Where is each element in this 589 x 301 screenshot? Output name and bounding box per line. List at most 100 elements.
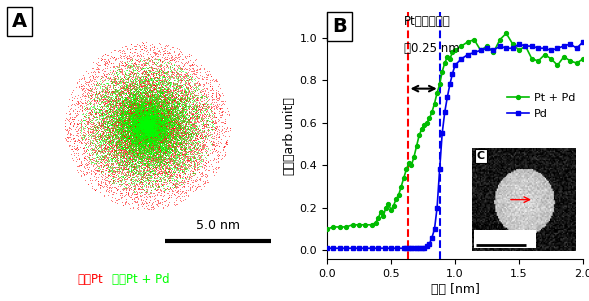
Point bbox=[145, 185, 154, 190]
Point bbox=[147, 127, 157, 132]
Point bbox=[124, 124, 134, 129]
Point bbox=[161, 89, 170, 94]
Point bbox=[150, 104, 160, 109]
Point bbox=[196, 132, 206, 137]
Point bbox=[150, 122, 160, 127]
Point bbox=[142, 119, 151, 123]
Point bbox=[204, 123, 213, 127]
Point bbox=[136, 124, 145, 129]
Point bbox=[147, 118, 157, 123]
Point bbox=[142, 123, 151, 128]
Point bbox=[115, 108, 125, 113]
Point bbox=[190, 71, 199, 76]
Point bbox=[118, 117, 127, 122]
Point bbox=[165, 154, 174, 159]
Point bbox=[124, 160, 134, 165]
Point bbox=[126, 84, 135, 89]
Point bbox=[147, 103, 157, 108]
Point bbox=[106, 137, 115, 142]
Point bbox=[80, 111, 90, 116]
Point bbox=[161, 121, 171, 126]
Point bbox=[168, 144, 177, 149]
Point bbox=[173, 85, 183, 90]
Point bbox=[127, 162, 137, 166]
Point bbox=[100, 156, 109, 160]
Point bbox=[184, 116, 193, 121]
Point bbox=[141, 155, 150, 160]
Point bbox=[126, 164, 135, 169]
Point bbox=[151, 102, 160, 107]
Point bbox=[173, 82, 182, 86]
Point bbox=[153, 151, 163, 156]
Point bbox=[141, 121, 151, 126]
Point bbox=[148, 121, 157, 126]
Point bbox=[102, 183, 112, 188]
Point bbox=[169, 104, 178, 109]
Point bbox=[176, 78, 186, 83]
Point bbox=[118, 72, 128, 76]
Point bbox=[155, 88, 165, 93]
Point bbox=[128, 110, 138, 115]
Point bbox=[170, 124, 179, 129]
Point bbox=[149, 112, 158, 117]
Point bbox=[108, 106, 118, 111]
Point bbox=[112, 146, 122, 150]
Point bbox=[134, 116, 143, 121]
Point bbox=[140, 123, 150, 128]
Point bbox=[144, 119, 153, 124]
Point bbox=[152, 117, 161, 122]
Point bbox=[158, 81, 168, 86]
Point bbox=[170, 113, 180, 118]
Point bbox=[121, 119, 131, 124]
Point bbox=[151, 128, 161, 133]
Point bbox=[143, 124, 153, 129]
Point bbox=[143, 124, 152, 129]
Point bbox=[191, 109, 200, 114]
Point bbox=[184, 144, 193, 149]
Point bbox=[143, 128, 153, 133]
Point bbox=[188, 106, 198, 111]
Point bbox=[90, 126, 100, 131]
Point bbox=[134, 87, 144, 92]
Point bbox=[116, 152, 125, 157]
Point bbox=[145, 137, 155, 142]
Point bbox=[140, 109, 150, 113]
Point bbox=[157, 147, 167, 152]
Point bbox=[210, 149, 220, 154]
Point bbox=[140, 113, 150, 118]
Point bbox=[166, 135, 175, 140]
Point bbox=[150, 138, 160, 143]
Point bbox=[178, 133, 187, 138]
Point bbox=[145, 120, 155, 125]
Point bbox=[151, 131, 160, 136]
Point bbox=[143, 124, 153, 129]
Point bbox=[98, 120, 107, 125]
Point bbox=[124, 135, 133, 140]
Point bbox=[134, 137, 144, 142]
Point bbox=[178, 159, 188, 163]
Point bbox=[141, 113, 150, 118]
Point bbox=[130, 98, 139, 102]
Point bbox=[160, 121, 169, 126]
Point bbox=[156, 162, 166, 166]
Point bbox=[167, 101, 176, 105]
Point bbox=[135, 128, 145, 132]
Point bbox=[176, 158, 185, 163]
Point bbox=[123, 105, 132, 110]
Point bbox=[135, 79, 144, 84]
Point bbox=[121, 118, 131, 123]
Point bbox=[103, 74, 112, 79]
Point bbox=[158, 131, 167, 135]
Point bbox=[158, 117, 167, 122]
Point bbox=[151, 119, 160, 124]
Point bbox=[180, 125, 190, 130]
Point bbox=[137, 111, 147, 116]
Point bbox=[151, 87, 160, 92]
Point bbox=[155, 119, 165, 124]
Point bbox=[143, 123, 152, 128]
Point bbox=[149, 121, 158, 126]
Point bbox=[120, 151, 130, 156]
Point bbox=[135, 164, 145, 169]
Point bbox=[163, 79, 173, 84]
Point bbox=[140, 119, 150, 123]
